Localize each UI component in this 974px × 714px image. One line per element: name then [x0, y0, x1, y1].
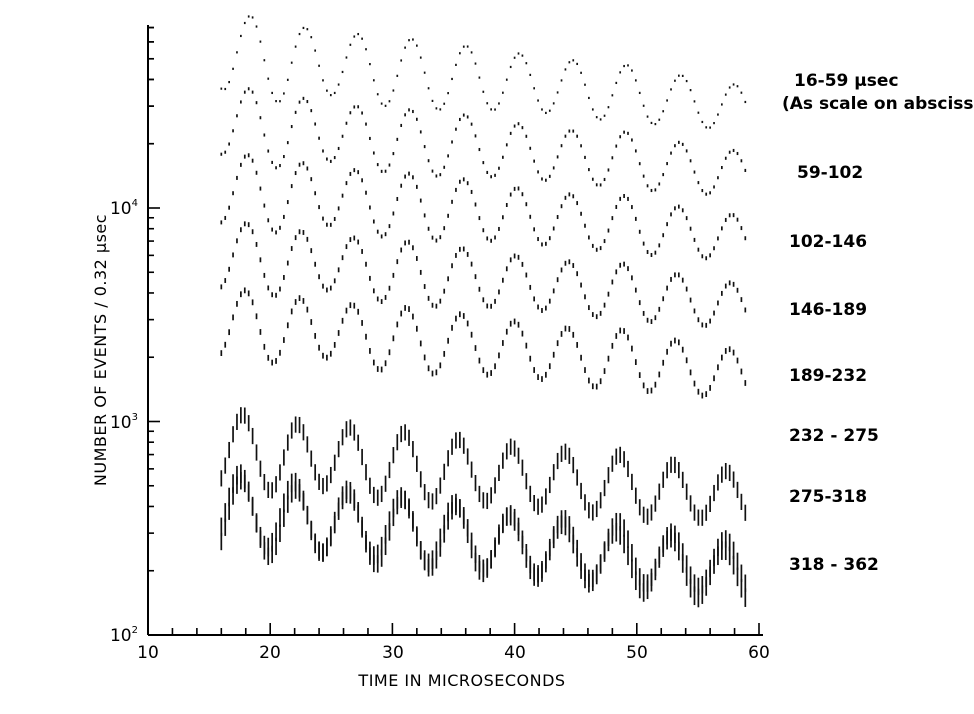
y-tick-label: 103: [110, 412, 138, 433]
series-label: 232 - 275: [789, 426, 879, 446]
x-tick-label: 30: [382, 643, 404, 663]
series-label: 146-189: [789, 300, 867, 320]
series: [220, 221, 747, 328]
x-tick-label: 60: [748, 643, 770, 663]
series: [220, 407, 747, 526]
y-tick-labels: 102 103 104: [110, 198, 138, 646]
x-tick-label: 40: [504, 643, 526, 663]
series-label: 59-102: [797, 163, 863, 183]
series: [220, 287, 747, 399]
x-tick-label: 10: [137, 643, 159, 663]
x-tick-labels: 10 20 30 40 50 60: [137, 643, 770, 663]
y-axis-label: NUMBER OF EVENTS / 0.32 µsec: [91, 214, 110, 486]
series-label-note: (As scale on absciss: [782, 94, 974, 114]
x-axis-label: TIME IN MICROSECONDS: [357, 671, 565, 690]
y-tick-label: 102: [110, 625, 138, 646]
series: [220, 464, 747, 608]
series: [220, 153, 747, 261]
chart-marks: [220, 15, 747, 608]
series-label: 102-146: [789, 232, 867, 252]
series-label: 16-59 µsec: [794, 71, 899, 91]
x-tick-label: 20: [259, 643, 281, 663]
series: [220, 87, 747, 196]
series-labels: 16-59 µsec (As scale on absciss 59-102 1…: [782, 71, 974, 575]
chart-axes: [147, 25, 763, 636]
series-label: 275-318: [789, 487, 867, 507]
series: [220, 15, 747, 129]
series-label: 189-232: [789, 366, 867, 386]
y-tick-label: 104: [110, 198, 138, 219]
series-label: 318 - 362: [789, 555, 879, 575]
x-tick-label: 50: [626, 643, 648, 663]
